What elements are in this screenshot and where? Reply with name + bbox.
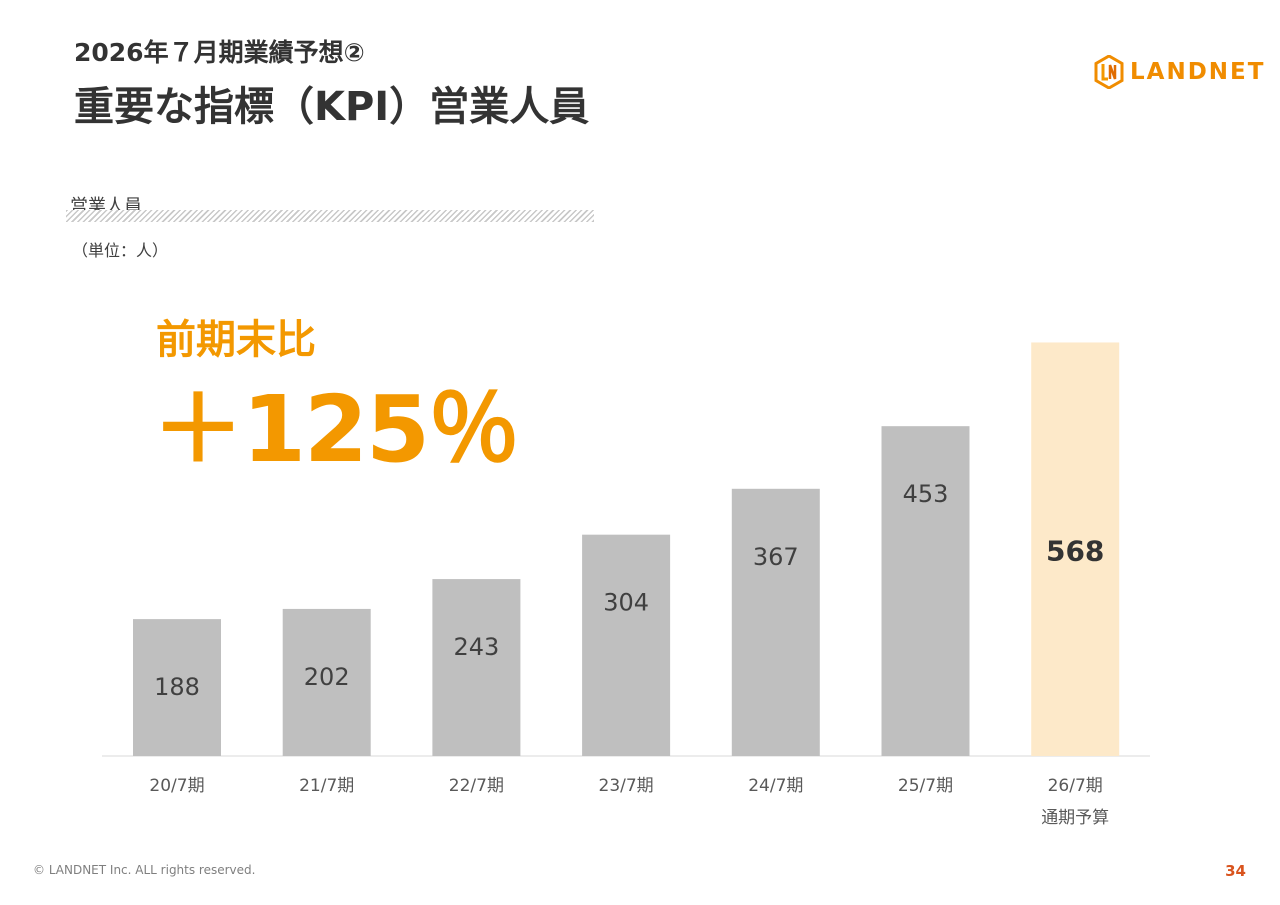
landnet-logo-icon <box>1094 55 1124 89</box>
bar-2 <box>432 579 521 756</box>
page-number: 34 <box>1225 862 1246 880</box>
slide-subtitle: 2026年７月期業績予想② <box>74 38 365 67</box>
data-label-1: 202 <box>304 663 350 691</box>
category-label-6: 26/7期 <box>1048 776 1103 796</box>
data-label-6: 568 <box>1046 534 1104 567</box>
category-sublabel-6: 通期予算 <box>1041 808 1109 828</box>
category-label-0: 20/7期 <box>149 776 204 796</box>
category-label-4: 24/7期 <box>748 776 803 796</box>
logo-text: LANDNET <box>1130 59 1266 85</box>
category-label-1: 21/7期 <box>299 776 354 796</box>
category-label-5: 25/7期 <box>898 776 953 796</box>
company-logo: LANDNET <box>1094 54 1263 90</box>
bar-1 <box>282 608 371 756</box>
category-label-2: 22/7期 <box>449 776 504 796</box>
highlight-label: 前期末比 <box>156 317 316 363</box>
footer-copyright: © LANDNET Inc. ALL rights reserved. <box>33 863 256 877</box>
highlight-value: ＋125％ <box>152 376 520 483</box>
bar-4 <box>731 488 820 756</box>
data-label-2: 243 <box>453 633 499 661</box>
data-label-5: 453 <box>903 480 949 508</box>
section-underline <box>66 210 594 222</box>
unit-label: （単位：人） <box>72 241 169 260</box>
bar-3 <box>582 534 671 756</box>
slide-title: 重要な指標（KPI）営業人員 <box>74 84 590 130</box>
data-label-0: 188 <box>154 673 200 701</box>
data-label-4: 367 <box>753 543 799 571</box>
category-label-3: 23/7期 <box>599 776 654 796</box>
data-label-3: 304 <box>603 589 649 617</box>
bar-5 <box>881 426 970 756</box>
bar-6 <box>1031 342 1120 756</box>
bar-0 <box>133 619 221 756</box>
